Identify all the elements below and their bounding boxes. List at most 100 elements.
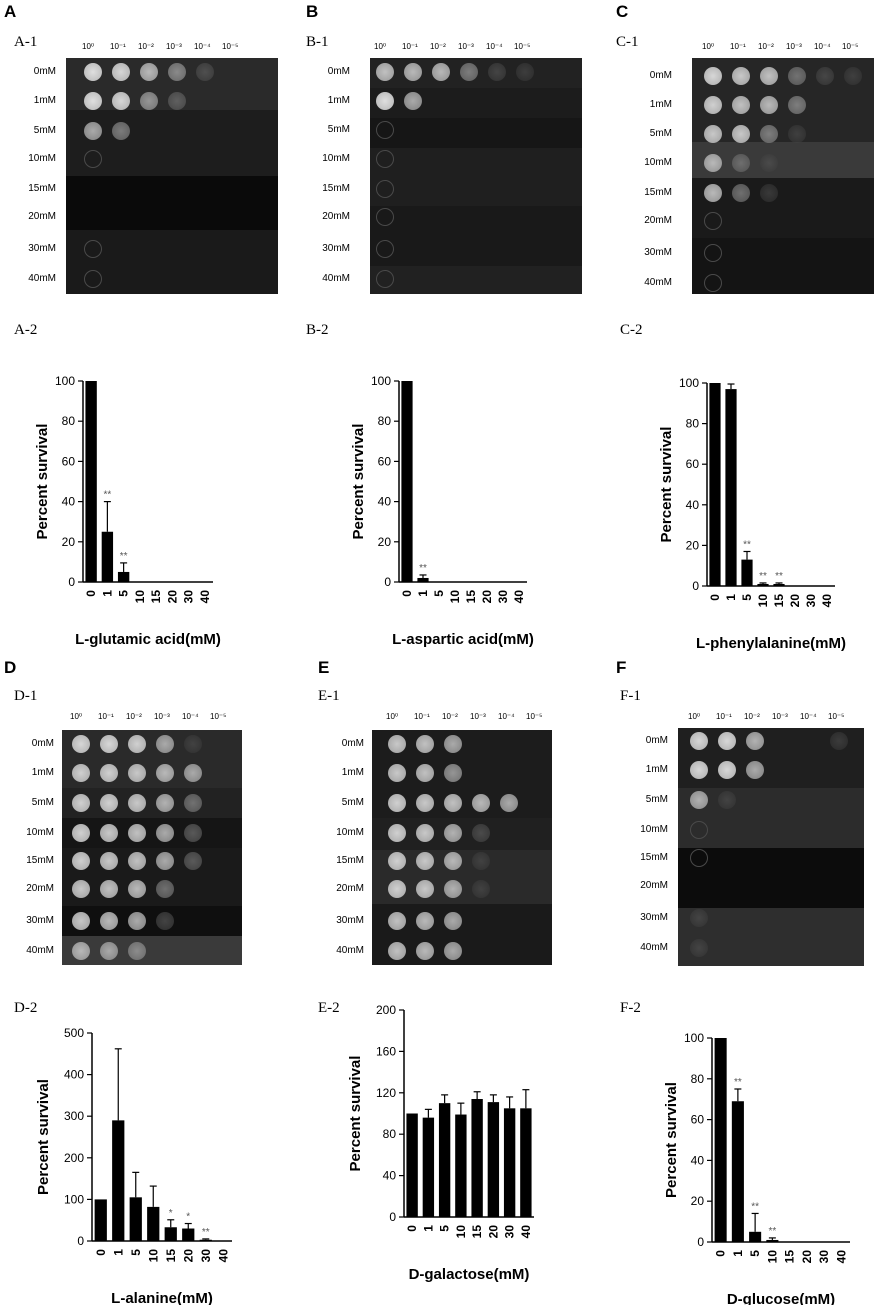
colony-spot <box>774 909 792 927</box>
colony-spot <box>472 764 490 782</box>
colony-spot <box>774 939 792 957</box>
colony-spot <box>788 96 806 114</box>
bar <box>129 1197 142 1241</box>
x-tick-label: 30 <box>503 1225 517 1239</box>
significance-marker: ** <box>751 1201 759 1212</box>
x-axis-label: L-glutamic acid(mM) <box>75 631 221 648</box>
y-tick-label: 300 <box>64 1109 84 1123</box>
colony-spot <box>500 824 518 842</box>
plate-segment <box>678 728 864 788</box>
colony-spot <box>388 764 406 782</box>
colony-spot <box>844 184 862 202</box>
colony-spot <box>460 150 478 168</box>
x-tick-label: 40 <box>519 1225 533 1239</box>
colony-spot <box>84 180 102 198</box>
dilution-label: 10⁻¹ <box>98 712 114 721</box>
colony-spot <box>432 240 450 258</box>
plate-segment <box>692 238 874 294</box>
plate-segment <box>370 266 582 294</box>
colony-spot <box>760 96 778 114</box>
colony-spot <box>528 912 546 930</box>
y-axis-label: Percent survival <box>35 1079 52 1195</box>
dilution-label: 10⁻² <box>126 712 142 721</box>
colony-spot <box>100 852 118 870</box>
y-tick-label: 60 <box>62 454 76 468</box>
x-tick-label: 40 <box>512 590 526 604</box>
colony-spot <box>816 184 834 202</box>
colony-spot <box>774 849 792 867</box>
concentration-label: 0mM <box>649 70 672 81</box>
x-tick-label: 15 <box>149 590 163 604</box>
colony-spot <box>416 912 434 930</box>
concentration-label: 0mM <box>33 66 56 77</box>
colony-spot <box>416 852 434 870</box>
dilution-label: 10⁻⁵ <box>210 712 227 721</box>
colony-spot <box>802 761 820 779</box>
y-axis-label: Percent survival <box>347 1056 364 1172</box>
dilution-label: 10⁻¹ <box>402 42 418 51</box>
concentration-label: 40mM <box>322 273 350 284</box>
colony-spot <box>788 67 806 85</box>
panel-letter: A <box>4 2 17 21</box>
concentration-label: 40mM <box>26 945 54 956</box>
colony-spot <box>184 794 202 812</box>
plate-segment <box>62 906 242 936</box>
significance-marker: ** <box>419 563 427 574</box>
chart-label: A-2 <box>14 322 38 338</box>
colony-spot <box>774 761 792 779</box>
colony-spot <box>72 880 90 898</box>
bar <box>85 381 97 582</box>
colony-spot <box>72 912 90 930</box>
concentration-label: 5mM <box>649 128 672 139</box>
colony-spot <box>788 274 806 292</box>
colony-spot <box>416 764 434 782</box>
significance-marker: * <box>186 1212 190 1223</box>
colony-spot <box>500 912 518 930</box>
colony-spot <box>774 877 792 895</box>
colony-spot <box>718 821 736 839</box>
x-tick-label: 10 <box>448 590 462 604</box>
colony-spot <box>830 821 848 839</box>
colony-spot <box>704 154 722 172</box>
x-tick-label: 40 <box>216 1249 230 1263</box>
concentration-label: 5mM <box>327 124 350 135</box>
plate-segment <box>370 206 582 266</box>
colony-spot <box>460 240 478 258</box>
colony-spot <box>718 791 736 809</box>
colony-spot <box>830 732 848 750</box>
dilution-label: 10⁻⁵ <box>842 42 859 51</box>
colony-spot <box>196 240 214 258</box>
colony-spot <box>704 125 722 143</box>
dilution-label: 10⁻² <box>430 42 446 51</box>
colony-spot <box>746 821 764 839</box>
colony-spot <box>732 184 750 202</box>
colony-spot <box>128 852 146 870</box>
colony-spot <box>184 912 202 930</box>
colony-spot <box>212 912 230 930</box>
colony-spot <box>844 67 862 85</box>
y-tick-label: 80 <box>383 1127 397 1141</box>
colony-spot <box>388 824 406 842</box>
colony-spot <box>488 121 506 139</box>
bar <box>438 1103 451 1217</box>
significance-marker: ** <box>734 1077 742 1088</box>
concentration-label: 1mM <box>31 767 54 778</box>
colony-spot <box>500 794 518 812</box>
colony-spot <box>416 794 434 812</box>
colony-spot <box>704 184 722 202</box>
dilution-label: 10⁰ <box>688 712 701 721</box>
colony-spot <box>140 180 158 198</box>
x-tick-label: 10 <box>146 1249 160 1263</box>
y-tick-label: 0 <box>77 1234 84 1248</box>
colony-spot <box>224 240 242 258</box>
colony-spot <box>140 92 158 110</box>
colony-spot <box>528 735 546 753</box>
colony-spot <box>100 942 118 960</box>
colony-spot <box>732 154 750 172</box>
colony-spot <box>488 180 506 198</box>
dilution-label: 10⁻² <box>758 42 774 51</box>
colony-spot <box>816 244 834 262</box>
colony-spot <box>212 735 230 753</box>
colony-spot <box>140 270 158 288</box>
colony-spot <box>84 63 102 81</box>
